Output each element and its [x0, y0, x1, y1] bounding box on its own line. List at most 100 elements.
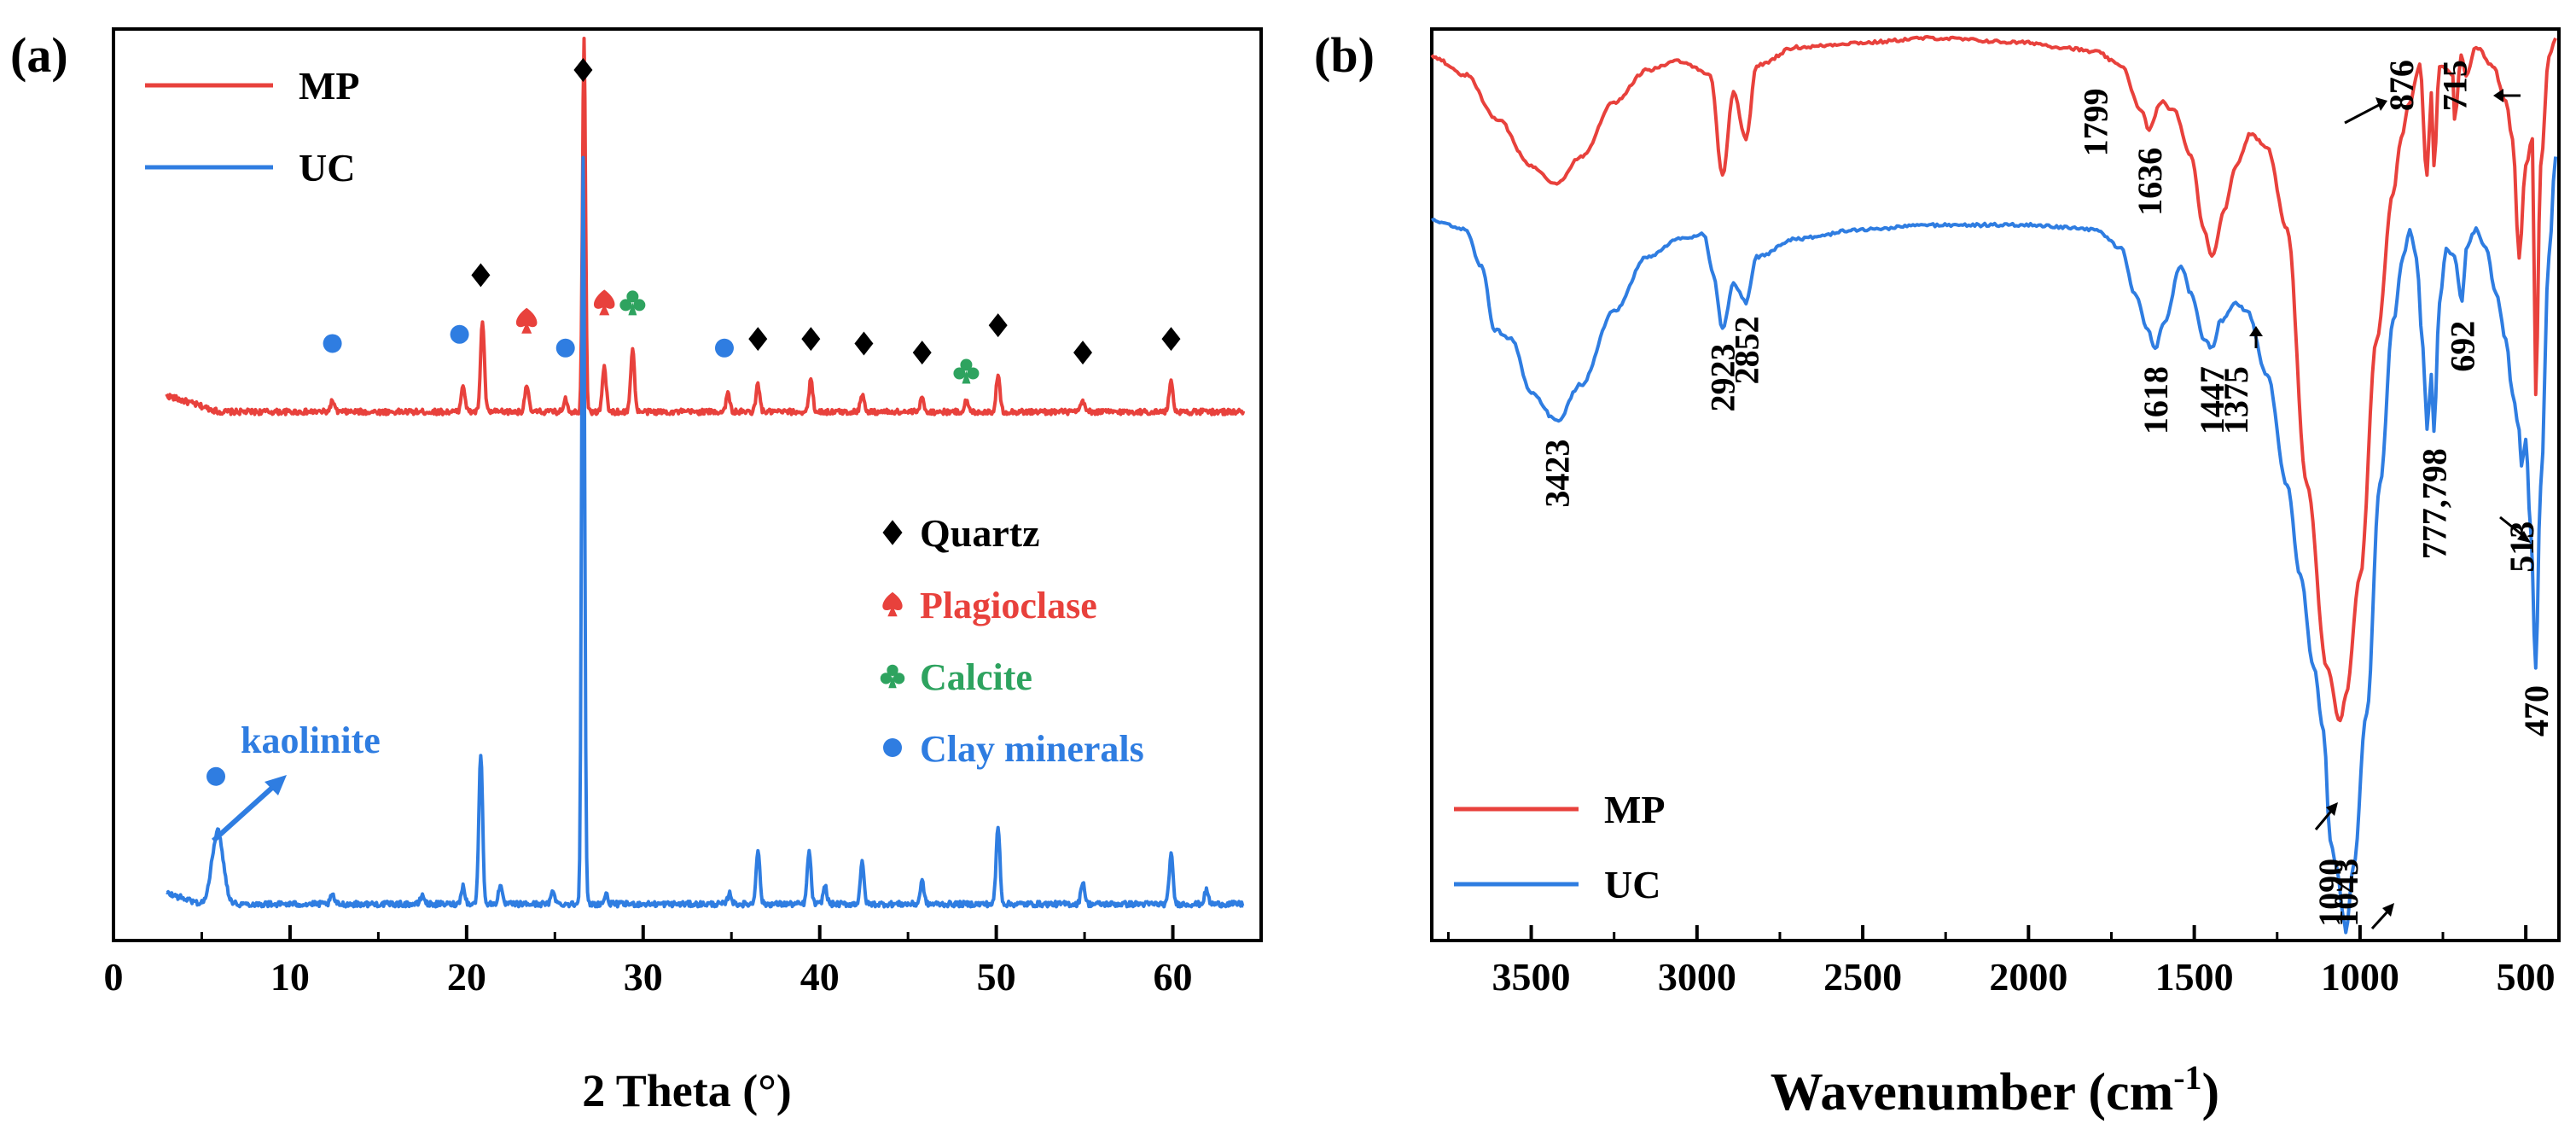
arrow-715-head: [2493, 89, 2503, 102]
peak-label-1043: 1043: [2327, 859, 2365, 927]
peak-label-1799: 1799: [2076, 88, 2114, 156]
peak-label-513: 513: [2503, 521, 2541, 573]
b-xtick-label-3: 2000: [1989, 955, 2067, 999]
panel-a-symbol-legend: Quartz Plagioclase Calcite Clay minerals: [880, 511, 1144, 770]
legend-b-uc-label: UC: [1604, 863, 1660, 906]
panel-b-xlabel-main: Wavenumber (cm: [1771, 1063, 2173, 1121]
a-xtick-label-0: 0: [104, 955, 124, 999]
panel-b-legend: MP UC: [1454, 788, 1666, 906]
quartz-marker-6: [988, 313, 1008, 338]
panel-a-legend: MP UC: [145, 64, 360, 189]
quartz-marker-2: [748, 327, 768, 352]
quartz-symbol: [882, 520, 903, 545]
quartz-marker-1: [471, 263, 491, 288]
panel-b-xticks: 3500 3000 2500 2000 1500 1000 500: [1446, 925, 2556, 999]
legend-a-mp-label: MP: [299, 64, 360, 108]
a-xtick-label-1: 10: [270, 955, 310, 999]
a-xtick-label-4: 40: [800, 955, 840, 999]
panel-a-xticks: 0 10 20 30 40 50 60: [104, 925, 1193, 999]
panel-b-series: [1430, 35, 2558, 935]
kaolinite-arrow: [211, 784, 276, 843]
peak-label-2852: 2852: [1727, 316, 1765, 384]
quartz-legend-label: Quartz: [920, 511, 1040, 555]
arrow-876-head: [2375, 97, 2387, 111]
panel-a-series: [165, 37, 1246, 909]
peak-label-692: 692: [2444, 321, 2482, 372]
clay-legend-icon: [883, 738, 902, 757]
plagioclase-marker-10: [593, 289, 615, 316]
arrow-513-head: [2517, 531, 2531, 543]
b-xtick-label-6: 500: [2497, 955, 2556, 999]
legend-a-uc-label: UC: [299, 146, 355, 189]
a-xtick-label-2: 20: [447, 955, 486, 999]
calcite-symbol: [880, 664, 905, 689]
peak-label-3423: 3423: [1538, 440, 1576, 508]
peak-label-2923: 2923: [1704, 343, 1742, 411]
clay-marker-16: [714, 338, 734, 358]
panel-b-xlabel-sup: -1: [2173, 1058, 2201, 1097]
clay-symbol: [883, 738, 902, 757]
a-xtick-label-5: 50: [977, 955, 1016, 999]
arrow-1375-head: [2249, 326, 2263, 336]
series-a-uc: [166, 155, 1245, 909]
peak-label-876: 876: [2382, 60, 2421, 111]
panel-b-xlabel: Wavenumber (cm-1): [1771, 1058, 2219, 1121]
panel-a: (a) 0 10 20 30 40 50 60 kaolinite MP UC Quartz…: [10, 27, 1263, 1116]
peak-label-1447: 1447: [2193, 366, 2231, 434]
a-xtick-label-3: 30: [624, 955, 663, 999]
series-a-mp: [165, 37, 1246, 416]
panel-a-markers: [206, 58, 1181, 786]
quartz-marker-3: [801, 327, 821, 352]
arrow-1090: [2314, 808, 2335, 830]
peak-label-1375: 1375: [2217, 366, 2255, 434]
calcite-legend-icon: [880, 664, 905, 689]
panel-a-xlabel: 2 Theta (°): [582, 1065, 792, 1116]
b-xtick-label-4: 1500: [2155, 955, 2234, 999]
quartz-legend-icon: [882, 520, 903, 545]
panel-b-xlabel-tail: ): [2202, 1063, 2220, 1121]
quartz-marker-0: [573, 58, 593, 83]
panel-b: (b) 3500 3000 2500 2000 1500 1000 500 3423 2923…: [1314, 27, 2561, 1121]
peak-label-715: 715: [2436, 60, 2474, 111]
calcite-marker-12: [953, 358, 980, 384]
clay-legend-label: Clay minerals: [920, 728, 1144, 770]
b-xtick-label-5: 1000: [2321, 955, 2399, 999]
clay-marker-14: [450, 324, 469, 344]
quartz-marker-4: [854, 331, 874, 356]
quartz-marker-8: [1161, 327, 1181, 352]
arrow-876: [2344, 102, 2381, 125]
panel-a-frame: [112, 27, 1263, 942]
arrow-1043: [2370, 908, 2391, 930]
peak-label-1090: 1090: [2311, 859, 2350, 927]
panel-b-label: (b): [1314, 27, 1375, 83]
arrow-1043-head: [2382, 903, 2394, 917]
series-b-mp: [1430, 35, 2557, 723]
a-xtick-label-6: 60: [1154, 955, 1193, 999]
clay-marker-17: [206, 766, 226, 786]
panel-b-frame: [1430, 27, 2561, 942]
clay-marker-15: [555, 338, 575, 358]
calcite-marker-11: [619, 290, 646, 316]
series-b-uc: [1431, 156, 2558, 935]
kaolinite-label: kaolinite: [241, 719, 381, 761]
peak-label-470: 470: [2517, 685, 2556, 737]
b-xtick-label-0: 3500: [1492, 955, 1571, 999]
plagioclase-legend-icon: [882, 591, 903, 617]
legend-b-mp-label: MP: [1604, 788, 1666, 831]
panel-b-arrows: [2249, 89, 2531, 930]
b-xtick-label-1: 3000: [1658, 955, 1736, 999]
panel-a-label: (a): [10, 27, 68, 83]
peak-label-777-798: 777,798: [2416, 448, 2454, 559]
arrow-1090-head: [2326, 802, 2338, 816]
quartz-marker-7: [1073, 341, 1093, 365]
peak-label-1636: 1636: [2131, 148, 2169, 216]
calcite-legend-label: Calcite: [920, 656, 1032, 698]
plagioclase-marker-9: [515, 307, 538, 334]
plagioclase-legend-label: Plagioclase: [920, 585, 1097, 626]
peak-label-1618: 1618: [2137, 366, 2175, 434]
clay-marker-13: [323, 334, 342, 353]
b-xtick-label-2: 2500: [1823, 955, 1902, 999]
plagioclase-symbol: [882, 591, 903, 617]
